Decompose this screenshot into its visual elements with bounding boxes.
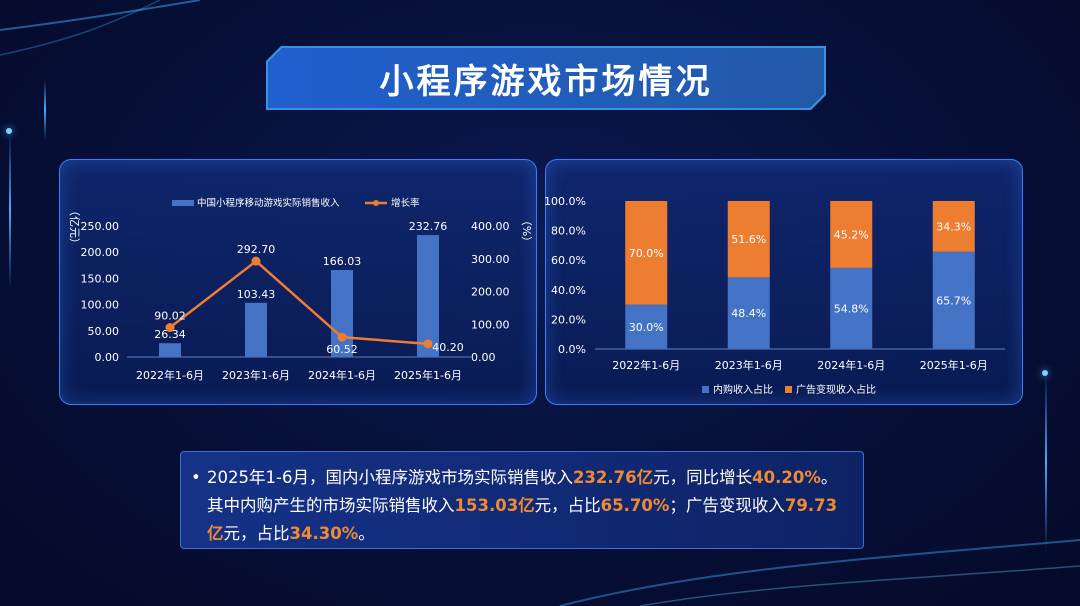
x-tick-label: 2023年1-6月 [222,368,290,382]
y-tick-label: 20.0% [551,313,586,326]
bar-segment-in-app [830,267,873,349]
summary-segment: ；广告变现收入 [669,496,785,515]
highlight-text: 232.76亿 [572,468,654,487]
highlight-text: 40.20% [752,468,821,487]
left-axis-tick-label: 50.00 [88,325,120,338]
legend-label: 增长率 [391,197,420,209]
decor-dot [6,128,12,134]
bar-segment-ads [932,201,975,252]
summary-segment: 。其中内购产生的市场实际销售收入 [207,468,838,515]
segment-data-label: 54.8% [834,302,869,315]
y-tick-label: 60.0% [551,254,586,267]
x-tick-label: 2023年1-6月 [715,358,783,372]
page-title: 小程序游戏市场情况 [379,61,713,102]
summary-segment: 。 [358,524,375,543]
line-data-label: 40.20 [432,341,464,354]
right-axis-tick-label: 100.00 [471,318,510,331]
bar-segment-ads [625,201,668,305]
x-tick-label: 2022年1-6月 [136,368,204,382]
right-axis-tick-label: 0.00 [471,351,496,364]
left-axis-tick-label: 150.00 [81,272,120,285]
left-axis-tick-label: 200.00 [81,246,120,259]
growth-line [169,259,429,346]
legend-label: 中国小程序移动游戏实际销售收入 [197,197,340,209]
segment-data-label: 70.0% [629,247,664,260]
right-axis-label: （%） [520,215,533,247]
combo-chart: 0.00 50.00 100.00 150.00 200.00 250.00 0.00 100… [68,197,533,382]
highlight-text: 65.70% [600,496,670,515]
summary-box: • 2025年1-6月，国内小程序游戏市场实际销售收入232.76亿元，同比增长… [180,451,864,549]
y-tick-label: 40.0% [551,284,586,297]
y-tick-label: 100.0% [545,195,586,208]
segment-data-label: 45.2% [834,228,869,241]
line-point [165,323,175,333]
line-point [423,339,433,349]
legend-label: 广告变现收入占比 [796,383,876,396]
bar-segment-ads [727,201,770,278]
bullet: • [191,468,201,487]
right-axis-tick-label: 300.00 [471,253,510,266]
legend-label: 内购收入占比 [713,383,773,396]
summary-segment: 2025年1-6月，国内小程序游戏市场实际销售收入 [207,468,573,487]
x-tick-label: 2024年1-6月 [308,368,376,382]
bar [417,235,439,357]
line-point [251,256,261,266]
segment-data-label: 34.3% [936,220,971,233]
bar [331,270,353,357]
right-axis-tick-label: 400.00 [471,220,510,233]
line-data-label: 60.52 [326,343,358,356]
x-tick-label: 2022年1-6月 [612,358,680,372]
bar-segment-ads [830,201,873,268]
y-tick-label: 0.0% [558,343,586,356]
line-data-label: 90.02 [154,310,186,323]
bar-data-label: 26.34 [154,328,186,341]
segment-data-label: 48.4% [731,307,766,320]
legend-marker [373,200,379,206]
x-tick-label: 2024年1-6月 [817,358,885,372]
legend-swatch [785,386,792,393]
right-axis-tick-label: 200.00 [471,286,510,299]
summary-segment: 元，同比增长 [653,468,753,487]
stacked-bar-chart: 0.0% 20.0% 40.0% 60.0% 80.0% 100.0% 30.0% 70.0%… [545,195,1005,396]
segment-data-label: 65.7% [936,294,971,307]
bar-data-label: 232.76 [409,220,448,233]
left-chart-panel [59,159,537,405]
decor-line-left-2 [9,130,11,290]
bar-segment-in-app [625,304,668,349]
bar-segment-in-app [727,277,770,349]
summary-segment: 元，占比 [534,496,601,515]
left-axis-tick-label: 0.00 [95,351,120,364]
y-tick-label: 80.0% [551,225,586,238]
segment-data-label: 51.6% [731,233,766,246]
line-data-label: 292.70 [237,243,276,256]
legend-swatch [702,386,709,393]
line-point [337,332,347,342]
bar-data-label: 103.43 [237,288,276,301]
bar [245,302,267,357]
x-tick-label: 2025年1-6月 [394,368,462,382]
highlight-text: 79.73亿 [207,496,838,543]
bar-segment-in-app [932,251,975,349]
title-background [268,48,824,108]
highlight-text: 34.30% [289,524,359,543]
decor-line-right [1045,372,1047,552]
decor-dot [1042,370,1048,376]
summary-text: 2025年1-6月，国内小程序游戏市场实际销售收入232.76亿元，同比增长40… [207,468,837,543]
summary-segment: 元，占比 [223,524,290,543]
bar-data-label: 166.03 [323,255,362,268]
left-axis-tick-label: 100.00 [81,299,120,312]
left-axis-tick-label: 250.00 [81,220,120,233]
segment-data-label: 30.0% [629,321,664,334]
decor-line-left [44,80,46,140]
legend-swatch-bar [172,200,194,206]
left-axis-label: （亿元） [68,205,81,249]
x-tick-label: 2025年1-6月 [920,358,988,372]
bar [159,343,181,357]
highlight-text: 153.03亿 [454,496,535,515]
